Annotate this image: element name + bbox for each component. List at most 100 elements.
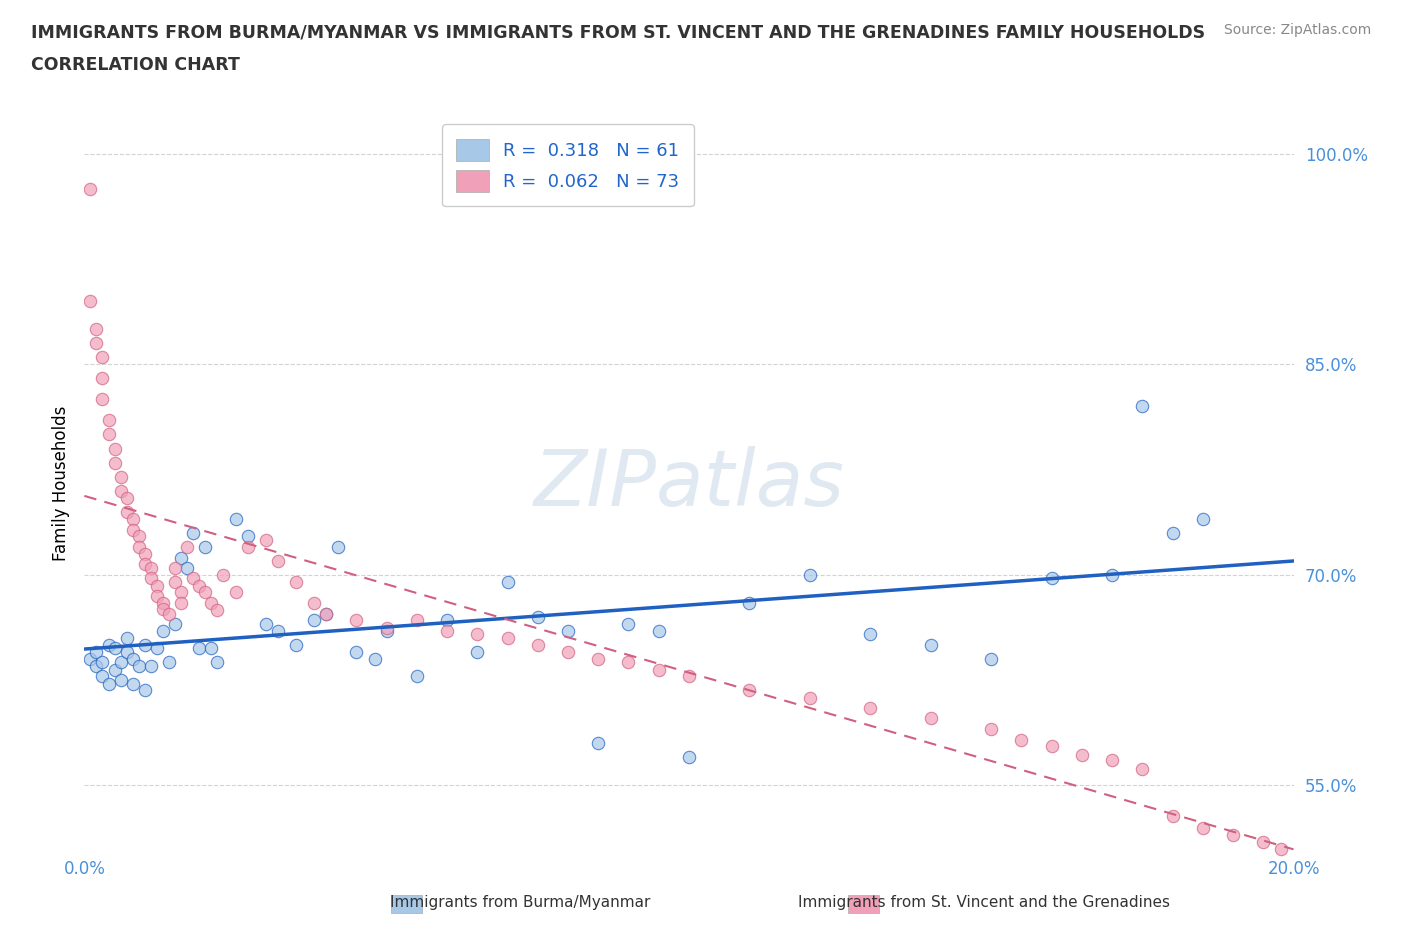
Point	[110, 655, 132, 670]
Point	[799, 567, 821, 582]
Point	[1253, 834, 1275, 849]
Point	[134, 638, 156, 653]
Text: Immigrants from St. Vincent and the Grenadines: Immigrants from St. Vincent and the Gren…	[799, 895, 1170, 910]
Point	[91, 392, 114, 406]
Point	[86, 658, 108, 673]
Point	[617, 655, 640, 670]
Point	[104, 663, 127, 678]
Point	[121, 652, 143, 667]
Point	[328, 539, 350, 554]
Point	[1101, 567, 1123, 582]
Point	[648, 623, 671, 638]
Point	[375, 620, 398, 635]
Point	[128, 539, 150, 554]
Point	[200, 641, 222, 656]
Point	[79, 181, 101, 196]
Point	[139, 658, 162, 673]
Point	[346, 644, 368, 659]
Point	[1192, 820, 1215, 835]
Point	[315, 606, 337, 621]
Point	[406, 612, 429, 627]
Point	[207, 603, 229, 618]
Legend: R =  0.318   N = 61, R =  0.062   N = 73: R = 0.318 N = 61, R = 0.062 N = 73	[441, 125, 695, 206]
Point	[1011, 733, 1033, 748]
Point	[1130, 399, 1153, 414]
Point	[157, 606, 180, 621]
Point	[157, 655, 180, 670]
Point	[406, 669, 429, 684]
Point	[86, 644, 108, 659]
Point	[86, 336, 108, 351]
Text: Immigrants from Burma/Myanmar: Immigrants from Burma/Myanmar	[389, 895, 651, 910]
Point	[176, 539, 198, 554]
Point	[121, 677, 143, 692]
Y-axis label: Family Households: Family Households	[52, 405, 70, 562]
Point	[980, 652, 1002, 667]
Point	[79, 294, 101, 309]
Point	[200, 595, 222, 610]
Point	[467, 644, 489, 659]
Point	[738, 595, 761, 610]
Point	[86, 322, 108, 337]
Point	[285, 638, 308, 653]
Point	[285, 575, 308, 590]
Point	[97, 638, 120, 653]
Point	[225, 512, 247, 526]
Point	[557, 623, 579, 638]
Point	[1071, 747, 1094, 762]
Point	[128, 528, 150, 543]
Point	[738, 683, 761, 698]
Point	[363, 652, 385, 667]
Point	[496, 631, 519, 645]
Point	[527, 609, 550, 624]
Point	[557, 644, 579, 659]
Point	[980, 722, 1002, 737]
Text: ZIPatlas: ZIPatlas	[533, 445, 845, 522]
Point	[170, 584, 193, 599]
Point	[678, 750, 700, 764]
Point	[97, 427, 120, 442]
Point	[146, 578, 169, 593]
Point	[165, 561, 187, 576]
Point	[91, 669, 114, 684]
Point	[79, 652, 101, 667]
Point	[315, 606, 337, 621]
Point	[236, 539, 259, 554]
Point	[194, 584, 217, 599]
Point	[496, 575, 519, 590]
Point	[121, 512, 143, 526]
Point	[134, 556, 156, 571]
Point	[1192, 512, 1215, 526]
Point	[799, 691, 821, 706]
Point	[1101, 752, 1123, 767]
Point	[152, 601, 174, 616]
Point	[188, 578, 211, 593]
Point	[678, 669, 700, 684]
Point	[436, 623, 458, 638]
Point	[104, 441, 127, 456]
Point	[188, 641, 211, 656]
Point	[165, 575, 187, 590]
Text: Source: ZipAtlas.com: Source: ZipAtlas.com	[1223, 23, 1371, 37]
Point	[302, 612, 325, 627]
Point	[212, 567, 235, 582]
Point	[254, 532, 277, 547]
Point	[115, 631, 138, 645]
Point	[225, 584, 247, 599]
Point	[194, 539, 217, 554]
Point	[1161, 809, 1184, 824]
Point	[1270, 841, 1292, 856]
Point	[346, 612, 368, 627]
Point	[467, 627, 489, 642]
Point	[121, 523, 143, 538]
Point	[1040, 570, 1063, 585]
Point	[236, 528, 259, 543]
Point	[1040, 738, 1063, 753]
Point	[170, 595, 193, 610]
Point	[134, 546, 156, 561]
Point	[302, 595, 325, 610]
Point	[152, 595, 174, 610]
Point	[110, 672, 132, 687]
Point	[920, 711, 942, 725]
Point	[648, 663, 671, 678]
